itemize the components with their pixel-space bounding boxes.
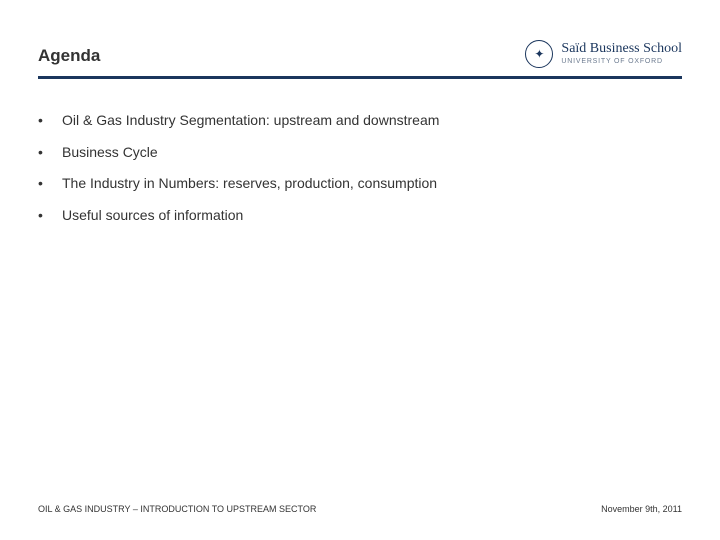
list-item-text: Useful sources of information xyxy=(62,207,682,225)
list-item: • The Industry in Numbers: reserves, pro… xyxy=(38,175,682,193)
list-item-text: Business Cycle xyxy=(62,144,682,162)
slide: Agenda ✦ Saïd Business School UNIVERSITY… xyxy=(0,0,720,540)
footer: OIL & GAS INDUSTRY – INTRODUCTION TO UPS… xyxy=(38,504,682,514)
bullet-icon: • xyxy=(38,144,62,161)
header-rule xyxy=(38,76,682,79)
list-item-text: Oil & Gas Industry Segmentation: upstrea… xyxy=(62,112,682,130)
content-area: • Oil & Gas Industry Segmentation: upstr… xyxy=(38,112,682,238)
logo-main-text: Saïd Business School xyxy=(561,42,682,57)
list-item: • Oil & Gas Industry Segmentation: upstr… xyxy=(38,112,682,130)
list-item-text: The Industry in Numbers: reserves, produ… xyxy=(62,175,682,193)
crest-icon: ✦ xyxy=(525,40,553,68)
school-logo: ✦ Saïd Business School UNIVERSITY OF OXF… xyxy=(525,40,682,72)
agenda-list: • Oil & Gas Industry Segmentation: upstr… xyxy=(38,112,682,224)
bullet-icon: • xyxy=(38,207,62,224)
logo-text: Saïd Business School UNIVERSITY OF OXFOR… xyxy=(561,42,682,65)
slide-title: Agenda xyxy=(38,46,100,72)
bullet-icon: • xyxy=(38,175,62,192)
footer-right: November 9th, 2011 xyxy=(601,504,682,514)
list-item: • Useful sources of information xyxy=(38,207,682,225)
bullet-icon: • xyxy=(38,112,62,129)
header: Agenda ✦ Saïd Business School UNIVERSITY… xyxy=(38,40,682,72)
list-item: • Business Cycle xyxy=(38,144,682,162)
logo-sub-text: UNIVERSITY OF OXFORD xyxy=(561,58,682,65)
footer-left: OIL & GAS INDUSTRY – INTRODUCTION TO UPS… xyxy=(38,504,316,514)
